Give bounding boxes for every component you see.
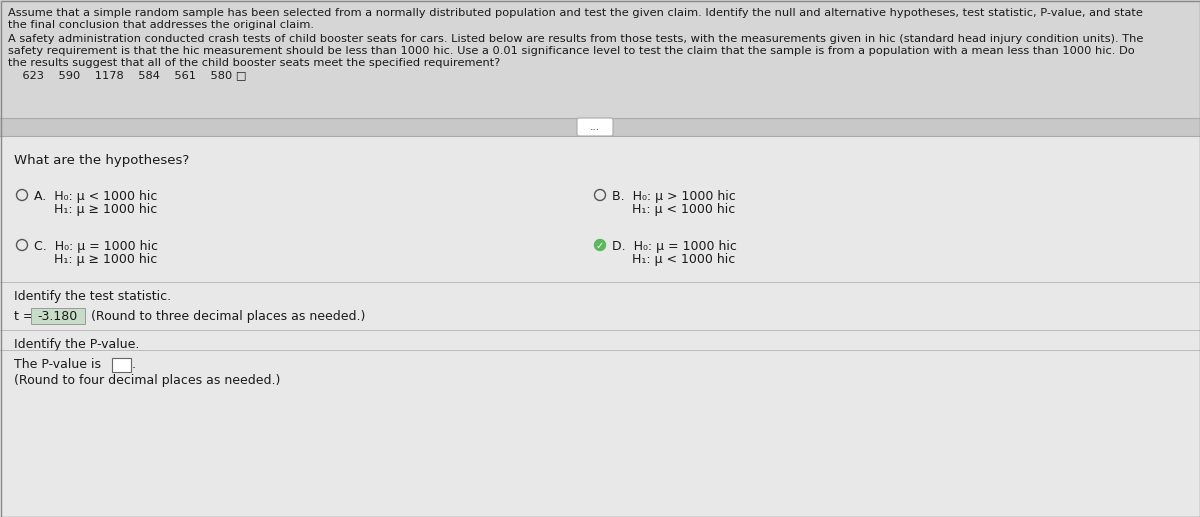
Text: A safety administration conducted crash tests of child booster seats for cars. L: A safety administration conducted crash … [8,34,1144,44]
Text: Identify the P-value.: Identify the P-value. [14,338,139,351]
Text: ✓: ✓ [596,240,604,251]
Text: t =: t = [14,310,37,323]
Text: The P-value is: The P-value is [14,358,106,371]
Text: H₁: μ < 1000 hic: H₁: μ < 1000 hic [612,203,736,216]
Text: the results suggest that all of the child booster seats meet the specified requi: the results suggest that all of the chil… [8,58,500,68]
FancyBboxPatch shape [577,118,613,136]
Circle shape [594,239,606,251]
Text: A.  H₀: μ < 1000 hic: A. H₀: μ < 1000 hic [34,190,157,203]
Text: 623    590    1178    584    561    580 □: 623 590 1178 584 561 580 □ [8,70,247,80]
Text: Assume that a simple random sample has been selected from a normally distributed: Assume that a simple random sample has b… [8,8,1142,18]
Text: -3.180: -3.180 [38,310,78,323]
Text: Identify the test statistic.: Identify the test statistic. [14,290,172,303]
Text: (Round to three decimal places as needed.): (Round to three decimal places as needed… [88,310,365,323]
Text: ...: ... [590,122,600,132]
Text: H₁: μ ≥ 1000 hic: H₁: μ ≥ 1000 hic [34,253,157,266]
FancyBboxPatch shape [31,308,85,324]
Bar [0,0,1200,118]
Text: H₁: μ < 1000 hic: H₁: μ < 1000 hic [612,253,736,266]
Text: B.  H₀: μ > 1000 hic: B. H₀: μ > 1000 hic [612,190,736,203]
Text: the final conclusion that addresses the original claim.: the final conclusion that addresses the … [8,20,314,30]
Text: (Round to four decimal places as needed.): (Round to four decimal places as needed.… [14,374,281,387]
Text: C.  H₀: μ = 1000 hic: C. H₀: μ = 1000 hic [34,240,158,253]
Text: safety requirement is that the hic measurement should be less than 1000 hic. Use: safety requirement is that the hic measu… [8,46,1135,56]
Text: .: . [132,358,136,371]
Text: What are the hypotheses?: What are the hypotheses? [14,154,190,167]
Text: D.  H₀: μ = 1000 hic: D. H₀: μ = 1000 hic [612,240,737,253]
Bar [0,136,1200,517]
Text: H₁: μ ≥ 1000 hic: H₁: μ ≥ 1000 hic [34,203,157,216]
FancyBboxPatch shape [112,357,131,372]
